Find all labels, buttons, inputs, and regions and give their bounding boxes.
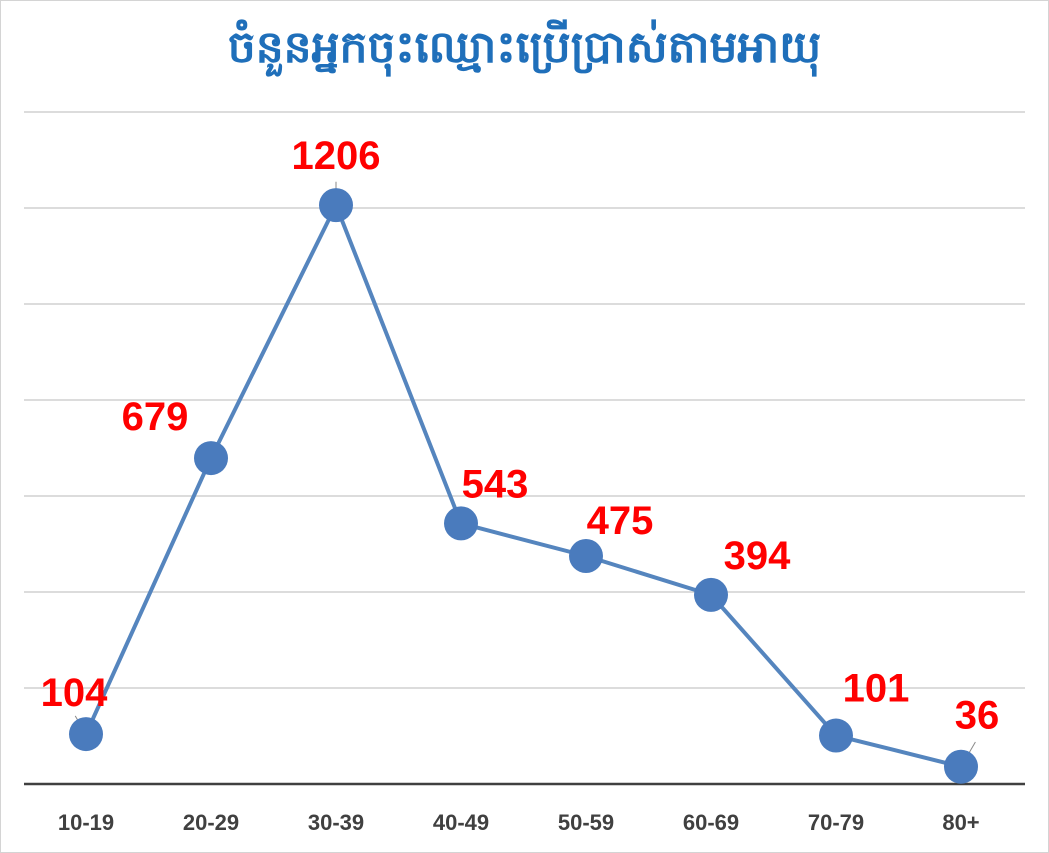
data-label: 543 [462, 462, 529, 506]
data-label: 1206 [292, 134, 381, 178]
data-labels: 104 679 1206 543 475 394 101 36 [41, 134, 1000, 738]
data-label: 101 [843, 667, 910, 711]
x-tick-label: 70-79 [808, 810, 864, 835]
data-point-marker [444, 506, 478, 541]
data-point-marker [69, 717, 103, 752]
data-label: 36 [955, 694, 1000, 738]
x-tick-labels: 10-19 20-29 30-39 40-49 50-59 60-69 70-79 80+ [58, 810, 980, 835]
data-point-marker [319, 188, 353, 223]
x-tick-label: 10-19 [58, 810, 114, 835]
data-point-marker [194, 441, 228, 476]
x-tick-label: 20-29 [183, 810, 239, 835]
x-tick-label: 80+ [942, 810, 979, 835]
data-point-marker [819, 718, 853, 753]
x-tick-label: 30-39 [308, 810, 364, 835]
gridlines [24, 111, 1025, 689]
data-point-marker [944, 749, 978, 784]
x-tick-label: 60-69 [683, 810, 739, 835]
data-label: 394 [724, 534, 791, 578]
x-tick-label: 40-49 [433, 810, 489, 835]
chart-title: ចំនួនអ្នកចុះឈ្មោះប្រើប្រាស់តាមអាយុ [227, 22, 822, 73]
series-line [84, 203, 962, 769]
data-label: 475 [587, 499, 654, 543]
data-label: 104 [41, 671, 108, 715]
data-markers [69, 188, 978, 784]
x-tick-label: 50-59 [558, 810, 614, 835]
data-label: 679 [122, 395, 189, 439]
data-point-marker [569, 539, 603, 573]
data-point-marker [694, 577, 728, 612]
